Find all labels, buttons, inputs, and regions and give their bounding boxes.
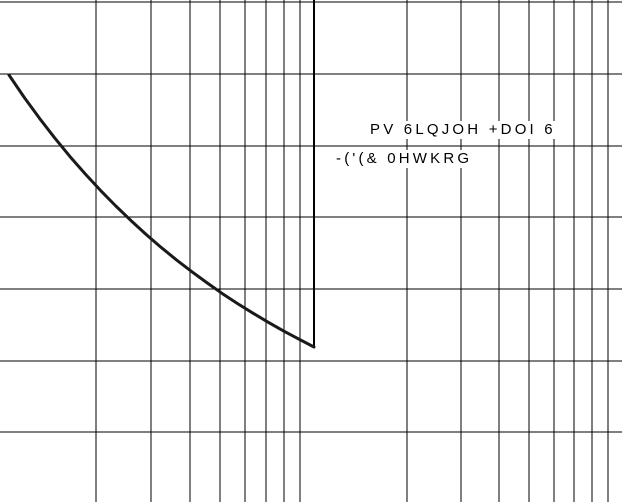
annotation-line-2: -('(& 0HWKRG — [336, 150, 473, 168]
series-group — [7, 73, 316, 349]
annotation-line-1: PV 6LQJOH +DOI 6 — [370, 121, 556, 139]
series-line-0 — [7, 73, 316, 349]
